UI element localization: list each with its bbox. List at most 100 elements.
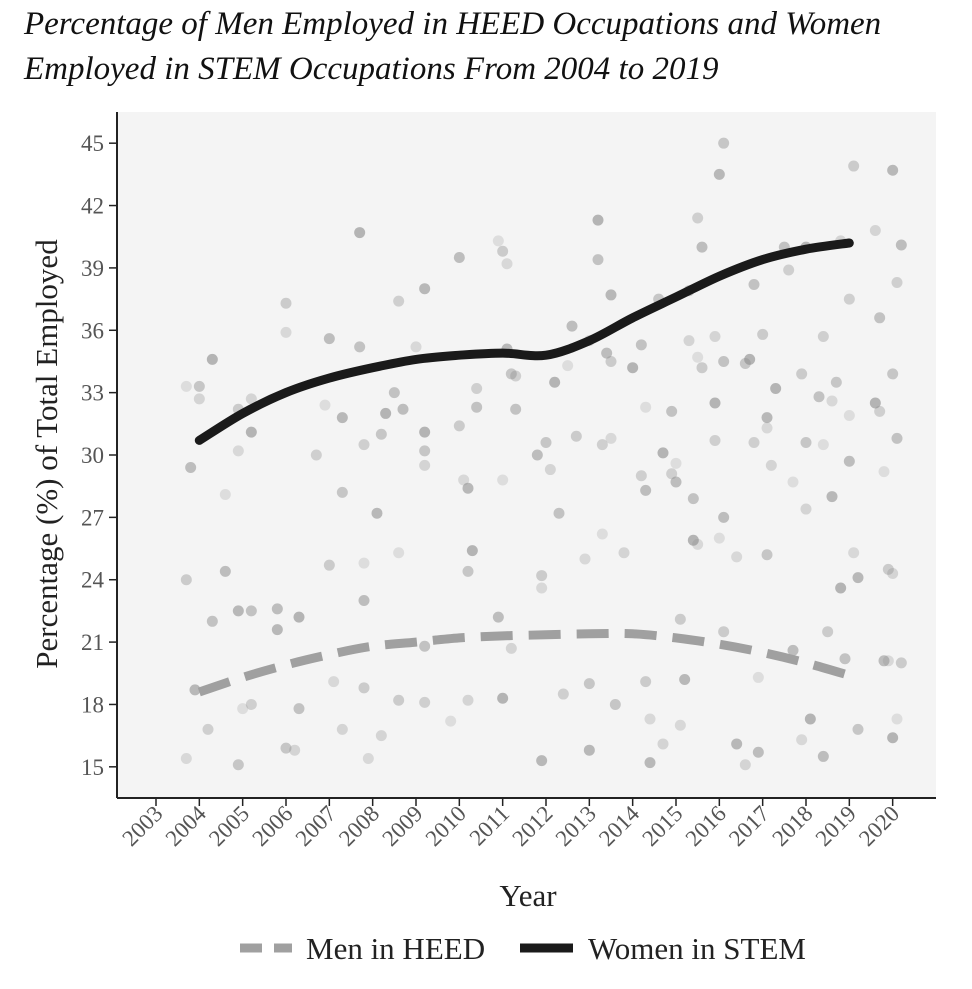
x-tick-label-2019: 2019 [811, 801, 861, 851]
scatter-point [761, 412, 773, 424]
x-tick-label-2016: 2016 [681, 801, 731, 851]
scatter-point [874, 405, 886, 417]
scatter-point [596, 439, 608, 451]
scatter-point [419, 283, 431, 295]
scatter-point [674, 613, 686, 625]
scatter-point [748, 279, 760, 291]
x-tick-label-2007: 2007 [291, 801, 341, 851]
y-tick-label-30: 30 [81, 443, 104, 468]
scatter-point [245, 698, 257, 710]
scatter-point [752, 671, 764, 683]
scatter-point [497, 692, 509, 704]
scatter-point [731, 551, 743, 563]
scatter-point [640, 484, 652, 496]
scatter-point [232, 759, 244, 771]
scatter-point [605, 289, 617, 301]
scatter-point [709, 331, 721, 343]
scatter-point [657, 447, 669, 459]
scatter-point [375, 730, 387, 742]
scatter-point [869, 397, 881, 409]
scatter-point [666, 405, 678, 417]
plot-panel [117, 112, 936, 798]
scatter-point [562, 360, 574, 372]
scatter-point [553, 507, 565, 519]
x-tick-label-2018: 2018 [767, 801, 817, 851]
scatter-point [206, 353, 218, 365]
scatter-point [471, 382, 483, 394]
scatter-point [193, 393, 205, 405]
scatter-point [544, 464, 556, 476]
scatter-point [757, 328, 769, 340]
scatter-point [505, 368, 517, 380]
scatter-point [605, 355, 617, 367]
scatter-point [497, 474, 509, 486]
x-axis-title: Year [499, 878, 557, 913]
scatter-point [592, 254, 604, 266]
scatter-point [839, 653, 851, 665]
x-tick-label-2011: 2011 [465, 801, 515, 851]
scatter-point [180, 380, 192, 392]
scatter-point [462, 482, 474, 494]
y-axis-ticks: 15 18 21 24 27 30 33 36 39 42 45 [81, 131, 117, 780]
scatter-point [739, 759, 751, 771]
y-tick-label-42: 42 [81, 194, 104, 219]
trend-lines [194, 238, 854, 697]
scatter-point [358, 595, 370, 607]
y-tick-label-45: 45 [81, 131, 104, 156]
scatter-point [796, 368, 808, 380]
scatter-point [371, 507, 383, 519]
scatter-point [323, 333, 335, 345]
scatter-point [497, 245, 509, 257]
scatter-point [410, 341, 422, 353]
chart-title-line-1: Percentage of Men Employed in HEED Occup… [24, 6, 882, 42]
scatter-point [887, 164, 899, 176]
x-tick-label-2004: 2004 [161, 801, 212, 852]
scatter-point [445, 715, 457, 727]
scatter-point [713, 168, 725, 180]
scatter-point [696, 241, 708, 253]
scatter-point [393, 547, 405, 559]
scatter-point [193, 380, 205, 392]
scatter-point [293, 703, 305, 715]
x-tick-label-2020: 2020 [854, 801, 904, 851]
y-tick-label-39: 39 [81, 256, 104, 281]
scatter-point [731, 738, 743, 750]
scatter-point [761, 422, 773, 434]
scatter-point [419, 445, 431, 457]
scatter-point [549, 376, 561, 388]
scatter-point [882, 655, 894, 667]
scatter-point [592, 214, 604, 226]
scatter-point [848, 160, 860, 172]
scatter-point [770, 382, 782, 394]
scatter-point [696, 362, 708, 374]
scatter-point [380, 407, 392, 419]
scatter-point [670, 457, 682, 469]
scatter-point [848, 547, 860, 559]
scatter-point [579, 553, 591, 565]
x-tick-label-2014: 2014 [594, 801, 645, 852]
scatter-point [761, 549, 773, 561]
scatter-point [375, 428, 387, 440]
scatter-point [601, 347, 613, 359]
scatter-point [887, 732, 899, 744]
scatter-point [826, 395, 838, 407]
scatter-point [718, 626, 730, 638]
scatter-point [787, 644, 799, 656]
scatter-point [319, 399, 331, 411]
legend-label-women-stem: Women in STEM [588, 931, 806, 966]
scatter-point [540, 437, 552, 449]
scatter-point [683, 335, 695, 347]
scatter-point [393, 694, 405, 706]
x-axis-ticks: 2003200420052006200720082009201020112012… [117, 798, 904, 851]
scatter-point [245, 605, 257, 617]
scatter-point [566, 320, 578, 332]
scatter-point [271, 603, 283, 615]
scatter-point [713, 532, 725, 544]
legend: Men in HEED Women in STEM [240, 931, 806, 966]
scatter-point [878, 655, 890, 667]
scatter-point [895, 239, 907, 251]
scatter-point [419, 426, 431, 438]
scatter-point [419, 459, 431, 471]
scatter-point [245, 426, 257, 438]
scatter-point [635, 470, 647, 482]
